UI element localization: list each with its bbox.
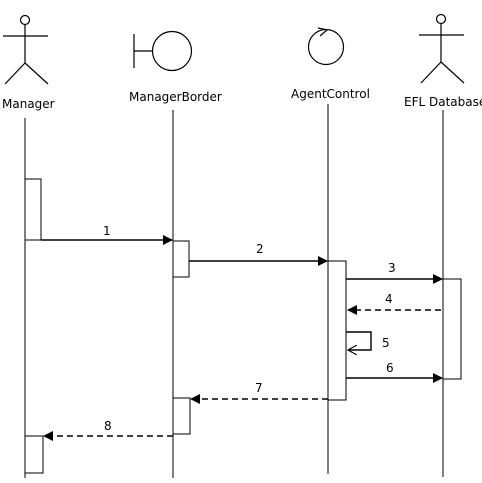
message-7: 7: [190, 381, 328, 404]
message-8: 8: [43, 419, 173, 441]
message-label: 3: [388, 261, 396, 275]
message-label: 6: [386, 361, 394, 375]
message-2: 2: [189, 242, 328, 266]
participant-label: ManagerBorder: [129, 90, 222, 104]
message-1: 1: [41, 224, 173, 245]
message-label: 8: [104, 419, 112, 433]
boundary-icon: [133, 30, 193, 72]
actor-icon: [419, 13, 465, 84]
participant-label: Manager: [2, 97, 55, 111]
activation-bar: [442, 278, 462, 380]
activation-bar: [327, 260, 347, 401]
message-label: 2: [256, 242, 264, 256]
activation-bar: [172, 240, 190, 278]
message-label: 4: [385, 292, 393, 306]
message-6: 6: [346, 361, 443, 383]
control-icon: [307, 27, 345, 66]
messages: 1 2 3 4 5 6 7: [41, 224, 443, 441]
participant-manager: Manager: [2, 14, 55, 478]
message-5: 5: [346, 331, 390, 350]
message-label: 1: [103, 224, 111, 238]
activation-bar: [24, 178, 42, 241]
message-label: 7: [255, 381, 263, 395]
activations: [24, 178, 462, 474]
message-label: 5: [382, 336, 390, 350]
message-4: 4: [347, 292, 441, 315]
message-3: 3: [346, 261, 443, 284]
participant-label: AgentControl: [291, 87, 370, 101]
activation-bar: [172, 397, 191, 435]
message-arrow: [346, 331, 372, 350]
participant-efl-database: EFL Database: [404, 13, 482, 477]
participant-agent-control: AgentControl: [291, 27, 370, 474]
activation-bar: [24, 435, 44, 474]
participant-label: EFL Database: [404, 95, 482, 109]
actor-icon: [3, 14, 49, 85]
